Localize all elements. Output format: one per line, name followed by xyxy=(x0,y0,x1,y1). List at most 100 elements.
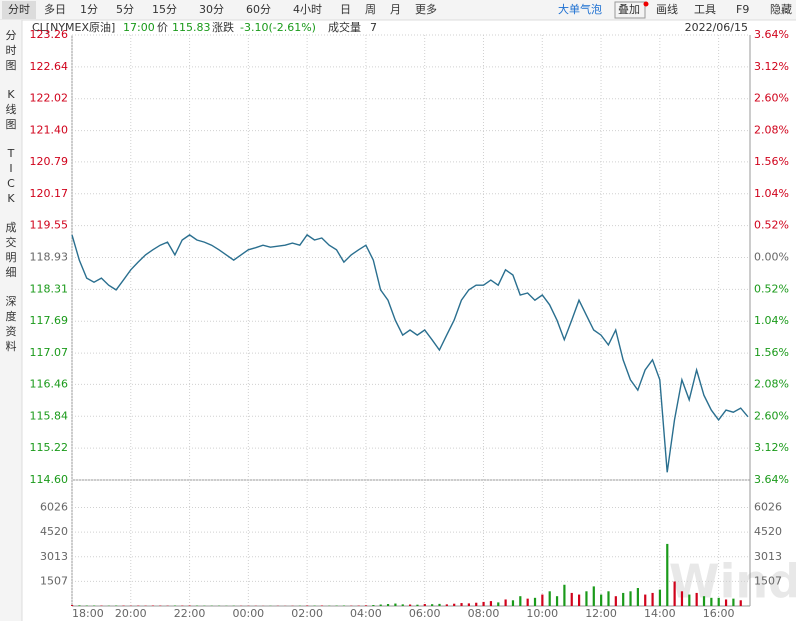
sidebar-char[interactable]: C xyxy=(7,177,15,190)
volume-bar xyxy=(71,605,74,606)
sidebar-item[interactable]: 分时图 xyxy=(0,29,28,42)
sidebar-char[interactable]: 深 xyxy=(6,295,17,308)
volume-bar xyxy=(614,596,617,606)
y2-tick-label: 2.08% xyxy=(754,378,789,391)
toolbar-tab[interactable]: 15分 xyxy=(152,3,177,16)
sidebar-char[interactable]: T xyxy=(7,147,15,160)
sidebar-char[interactable]: 线 xyxy=(6,102,17,116)
toolbar-tab[interactable]: 月 xyxy=(390,3,401,16)
sidebar-char[interactable]: 图 xyxy=(6,118,17,131)
volume-bar xyxy=(541,594,544,606)
y2-tick-label: 0.52% xyxy=(754,219,789,232)
sidebar-item[interactable]: TICK xyxy=(0,147,24,160)
toolbar-tab[interactable]: 60分 xyxy=(246,3,271,16)
x-tick-label: 08:00 xyxy=(468,607,500,620)
sidebar-char[interactable]: 料 xyxy=(6,339,17,353)
toolbar-tool[interactable]: 画线 xyxy=(656,2,678,16)
toolbar-tool[interactable]: 隐藏 xyxy=(770,3,792,16)
x-tick-label: 12:00 xyxy=(585,607,617,620)
y2-tick-label: 3.64% xyxy=(754,473,789,486)
sidebar-char[interactable]: K xyxy=(7,88,15,101)
y2-tick-label: 1.04% xyxy=(754,187,789,200)
info-date: 2022/06/15 xyxy=(685,21,748,34)
toolbar-tool[interactable]: F9 xyxy=(736,3,749,16)
sidebar-char[interactable]: 细 xyxy=(6,266,17,279)
volume-bar xyxy=(629,591,632,606)
volume-bar xyxy=(570,592,573,606)
toolbar-bg xyxy=(0,0,796,20)
toolbar-tab[interactable]: 30分 xyxy=(199,3,224,16)
x-tick-label: 06:00 xyxy=(409,607,441,620)
tool-dot xyxy=(643,1,649,7)
info-volume-label: 成交量 xyxy=(328,20,361,34)
volume-bar xyxy=(710,597,713,606)
volume-bar xyxy=(717,597,720,606)
y-tick-label: 114.60 xyxy=(30,473,69,486)
volume-tick-label-right: 1507 xyxy=(754,574,782,587)
volume-bar xyxy=(511,600,515,606)
y2-tick-label: 0.52% xyxy=(754,282,789,295)
y-tick-label: 122.02 xyxy=(30,92,69,105)
volume-bar xyxy=(585,591,588,606)
toolbar-tab[interactable]: 5分 xyxy=(116,3,134,16)
y-tick-label: 120.79 xyxy=(30,155,69,168)
x-tick-label: 22:00 xyxy=(174,607,206,620)
y-tick-label: 122.64 xyxy=(30,60,69,73)
volume-bar xyxy=(636,588,639,606)
info-symbol: CL[NYMEX原油] xyxy=(32,20,115,34)
y2-tick-label: 2.60% xyxy=(754,92,789,105)
volume-bar xyxy=(651,592,654,606)
toolbar-tab[interactable]: 1分 xyxy=(80,3,98,16)
toolbar-tab[interactable]: 多日 xyxy=(44,2,66,16)
toolbar-tool[interactable]: 大单气泡 xyxy=(558,2,602,16)
sidebar-item[interactable]: K线图 xyxy=(0,87,26,101)
toolbar-tool[interactable]: 工具 xyxy=(694,3,716,16)
sidebar-char[interactable]: K xyxy=(7,192,15,205)
volume-bar xyxy=(555,596,559,606)
sidebar-char[interactable]: 图 xyxy=(6,59,17,72)
volume-tick-label: 1507 xyxy=(40,574,68,587)
volume-bar xyxy=(658,589,662,606)
info-volume: 7 xyxy=(370,21,377,34)
toolbar-tab[interactable]: 更多 xyxy=(415,2,437,16)
y2-tick-label: 1.04% xyxy=(754,314,789,327)
volume-tick-label: 4520 xyxy=(40,525,68,538)
toolbar-tab[interactable]: 分时 xyxy=(8,3,30,16)
toolbar-tab[interactable]: 日 xyxy=(340,3,351,16)
volume-bar xyxy=(666,543,669,606)
x-tick-label: 02:00 xyxy=(291,607,323,620)
volume-bar xyxy=(386,604,390,606)
toolbar-tab[interactable]: 4小时 xyxy=(293,3,322,16)
y2-tick-label: 1.56% xyxy=(754,346,789,359)
sidebar-char[interactable]: I xyxy=(9,162,12,175)
sidebar-char[interactable]: 交 xyxy=(6,235,17,249)
toolbar-tab[interactable]: 周 xyxy=(365,3,376,16)
sidebar-char[interactable]: 明 xyxy=(6,251,17,264)
sidebar-char[interactable]: 分 xyxy=(6,29,17,42)
volume-bar xyxy=(460,603,463,606)
volume-bar xyxy=(445,604,448,606)
volume-bar xyxy=(702,596,706,606)
toolbar-tool[interactable]: 叠加 xyxy=(618,3,640,16)
price-line xyxy=(71,233,749,473)
volume-bar xyxy=(438,603,441,606)
volume-tick-label-right: 3013 xyxy=(754,550,782,563)
volume-bar xyxy=(533,597,537,606)
sidebar-char[interactable]: 资 xyxy=(6,325,17,338)
y-tick-label: 121.40 xyxy=(30,124,69,137)
sidebar-char[interactable]: 度 xyxy=(6,309,17,323)
sidebar-char[interactable]: 时 xyxy=(6,44,17,57)
volume-bar xyxy=(600,594,603,606)
volume-bar xyxy=(578,594,581,606)
y2-tick-label: 3.12% xyxy=(754,441,789,454)
x-tick-label: 18:00 xyxy=(72,607,104,620)
volume-tick-label-right: 6026 xyxy=(754,501,782,514)
volume-tick-label: 6026 xyxy=(40,501,68,514)
y-tick-label: 118.93 xyxy=(30,251,69,264)
sidebar-char[interactable]: 成 xyxy=(6,221,17,234)
volume-bar xyxy=(519,596,522,606)
volume-bar xyxy=(431,604,434,606)
